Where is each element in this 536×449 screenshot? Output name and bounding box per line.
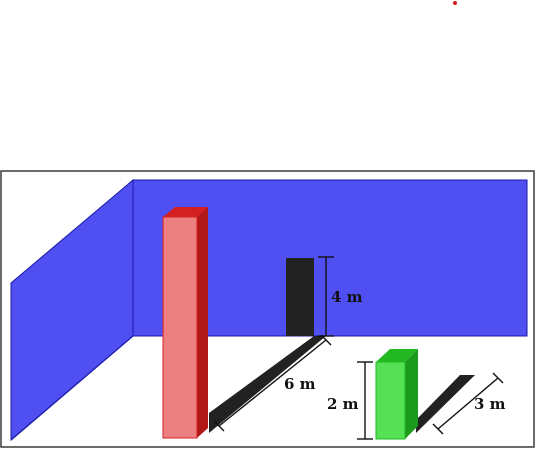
dimension-6m: [213, 334, 332, 432]
dimension-tick: [492, 372, 504, 384]
side-wall: [10, 178, 134, 442]
green-box-front: [375, 361, 406, 440]
floor-edge-line: [10, 335, 134, 441]
dimension-line: [437, 377, 499, 430]
label-pole-shadow-length: 6 m: [284, 375, 316, 393]
red-dot: [453, 1, 457, 5]
dimension-tick: [432, 423, 444, 435]
dimension-tick: [213, 420, 225, 432]
pole-wall-shadow: [286, 258, 314, 336]
red-pole-side: [197, 207, 208, 438]
green-box-side: [405, 349, 418, 439]
label-box-height: 2 m: [327, 395, 359, 413]
green-box: [375, 349, 418, 440]
dimension-3m: [432, 372, 504, 435]
red-pole-front: [162, 216, 198, 439]
label-pole-shadow-height: 4 m: [331, 288, 363, 306]
red-pole: [162, 207, 208, 439]
dimension-2m: [357, 361, 373, 440]
red-pole-top: [163, 207, 208, 217]
picture-frame: [0, 170, 535, 448]
dimension-tick: [320, 334, 332, 346]
dimension-line: [218, 339, 327, 427]
box-shadow: [416, 375, 475, 433]
pole-floor-shadow: [209, 336, 326, 433]
dimension-4m: [318, 256, 334, 337]
label-box-shadow-length: 3 m: [474, 395, 506, 413]
green-box-top: [376, 349, 418, 362]
